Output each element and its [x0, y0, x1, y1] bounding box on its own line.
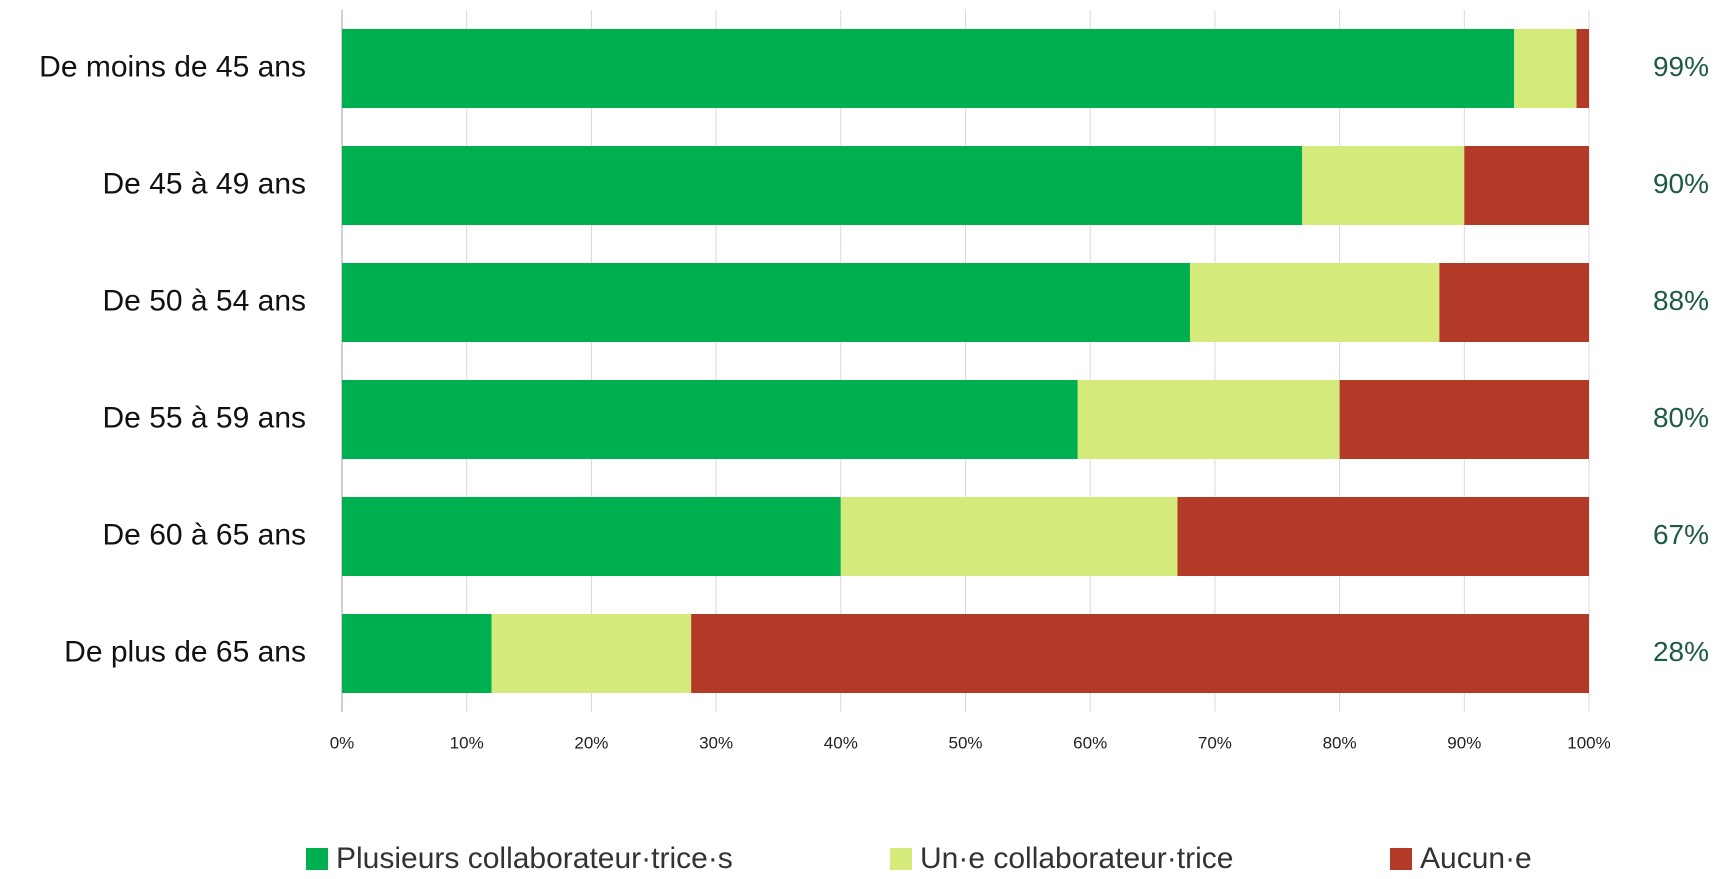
bar-segment: [1576, 29, 1589, 108]
x-tick-label: 50%: [948, 733, 982, 752]
x-tick-label: 90%: [1447, 733, 1481, 752]
x-tick-label: 20%: [574, 733, 608, 752]
x-tick-label: 10%: [450, 733, 484, 752]
x-tick-label: 100%: [1567, 733, 1610, 752]
x-tick-label: 80%: [1323, 733, 1357, 752]
total-label: 67%: [1653, 519, 1709, 550]
bar-segment: [1302, 146, 1465, 225]
total-label: 88%: [1653, 285, 1709, 316]
bar-segment: [342, 380, 1078, 459]
bar-segment: [840, 497, 1178, 576]
bar-segment: [342, 497, 841, 576]
total-label: 99%: [1653, 51, 1709, 82]
bar-segment: [1439, 263, 1589, 342]
x-tick-label: 40%: [824, 733, 858, 752]
x-tick-label: 60%: [1073, 733, 1107, 752]
bar-segment: [1177, 497, 1589, 576]
total-label: 90%: [1653, 168, 1709, 199]
bar-segment: [342, 263, 1190, 342]
y-tick-label: De 50 à 54 ans: [103, 284, 306, 317]
bar-segment: [691, 614, 1589, 693]
bar-segment: [342, 614, 492, 693]
bar-segment: [1189, 263, 1440, 342]
bar-segment: [1077, 380, 1340, 459]
x-tick-label: 70%: [1198, 733, 1232, 752]
y-tick-label: De plus de 65 ans: [64, 635, 306, 668]
x-tick-label: 0%: [330, 733, 355, 752]
legend-swatch: [306, 848, 328, 870]
legend-label: Plusieurs collaborateur·trice·s: [336, 842, 733, 875]
x-tick-label: 30%: [699, 733, 733, 752]
legend-swatch: [1390, 848, 1412, 870]
bar-segment: [1464, 146, 1589, 225]
y-tick-label: De moins de 45 ans: [39, 50, 306, 83]
bar-segment: [342, 146, 1303, 225]
y-tick-label: De 45 à 49 ans: [103, 167, 306, 200]
bar-segment: [342, 29, 1515, 108]
legend-label: Aucun·e: [1420, 842, 1532, 875]
legend-label: Un·e collaborateur·trice: [920, 842, 1233, 875]
bar-segment: [1514, 29, 1577, 108]
legend-swatch: [890, 848, 912, 870]
bar-segment: [491, 614, 692, 693]
y-tick-label: De 60 à 65 ans: [103, 518, 306, 551]
y-tick-label: De 55 à 59 ans: [103, 401, 306, 434]
total-label: 80%: [1653, 402, 1709, 433]
total-label: 28%: [1653, 636, 1709, 667]
bar-segment: [1339, 380, 1589, 459]
